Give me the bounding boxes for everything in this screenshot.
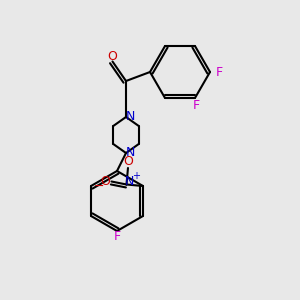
Text: O: O <box>100 175 110 188</box>
Text: F: F <box>113 230 121 244</box>
Text: N: N <box>126 110 135 124</box>
Text: −: − <box>94 180 104 194</box>
Text: +: + <box>132 171 140 181</box>
Text: N: N <box>125 175 134 188</box>
Text: F: F <box>215 65 223 79</box>
Text: N: N <box>126 146 135 160</box>
Text: F: F <box>193 99 200 112</box>
Text: O: O <box>123 155 133 169</box>
Text: O: O <box>108 50 117 64</box>
